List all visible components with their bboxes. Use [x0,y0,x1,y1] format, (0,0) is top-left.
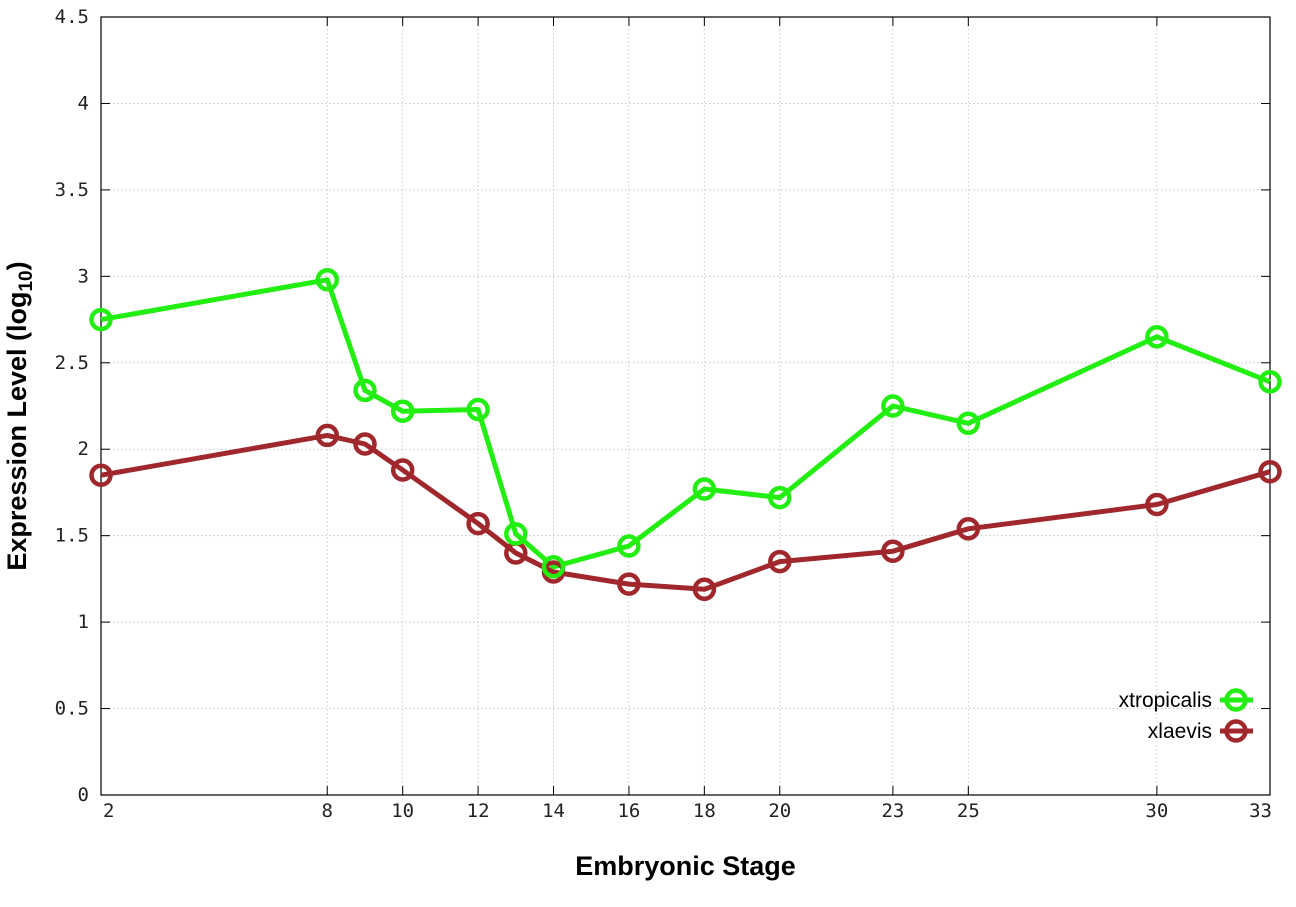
y-axis-title: Expression Level (log10) [2,261,37,570]
x-axis-title: Embryonic Stage [575,851,796,881]
y-tick-label: 0 [78,784,89,806]
x-tick-label: 20 [768,800,791,822]
y-tick-label: 0.5 [55,698,89,720]
x-tick-label: 33 [1249,800,1272,822]
x-tick-label: 8 [322,800,333,822]
y-tick-label: 1.5 [55,525,89,547]
x-tick-label: 18 [693,800,716,822]
y-axis-title-main: Expression Level (log [2,292,32,571]
y-tick-label: 4 [78,92,89,114]
y-tick-label: 2 [78,438,89,460]
y-tick-label: 1 [78,611,89,633]
x-tick-label: 10 [391,800,414,822]
y-axis-title-close: ) [2,261,32,270]
x-tick-label: 30 [1145,800,1168,822]
y-tick-label: 3.5 [55,179,89,201]
y-tick-label: 4.5 [55,6,89,28]
y-tick-label: 3 [78,265,89,287]
x-tick-label: 14 [542,800,565,822]
x-tick-label: 16 [617,800,640,822]
series-line-xlaevis [101,435,1270,589]
y-tick-label: 2.5 [55,352,89,374]
x-tick-label: 23 [881,800,904,822]
series-lines [92,270,1280,599]
series-line-xtropicalis [101,280,1270,567]
x-tick-label: 25 [957,800,980,822]
legend: xtropicalis xlaevis [1119,689,1253,743]
legend-label-xlaevis: xlaevis [1148,720,1212,743]
grid [101,17,1270,795]
y-axis-title-subscript: 10 [16,270,37,291]
x-tick-label: 12 [467,800,490,822]
axis-ticks: 0 0.5 1 1.5 2 2.5 3 3.5 4 4.5 2 8 10 12 14 16 18 20 23 25 30… [55,6,1272,822]
legend-label-xtropicalis: xtropicalis [1119,689,1212,712]
plot-frame [101,17,1270,795]
x-tick-label: 2 [103,800,114,822]
